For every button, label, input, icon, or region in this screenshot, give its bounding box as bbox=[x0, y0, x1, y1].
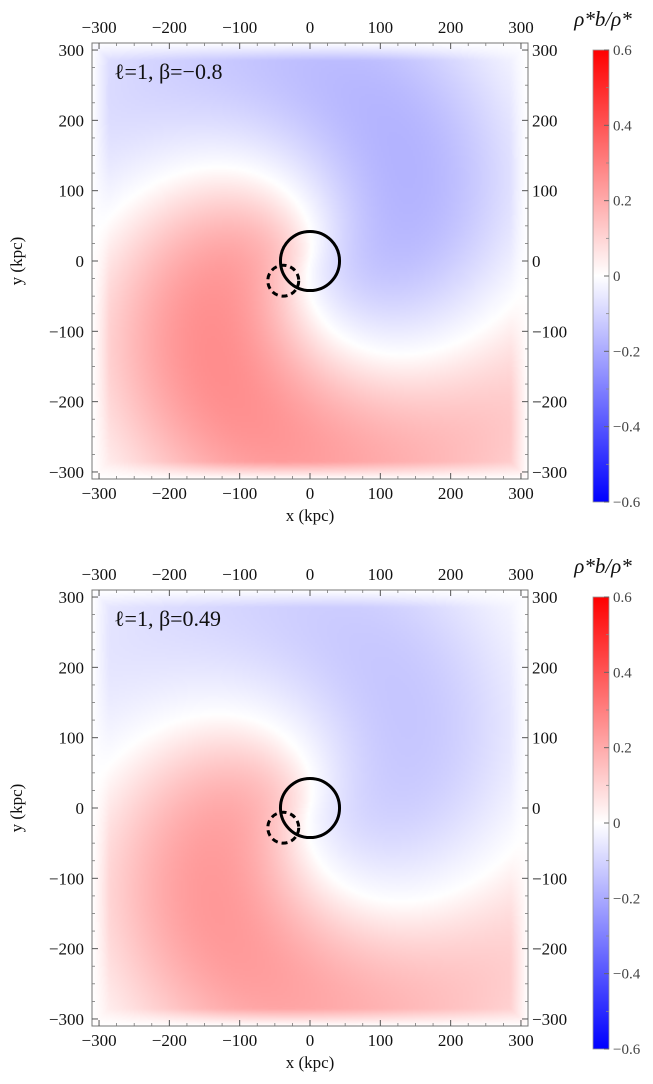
x-tick-label-top: 200 bbox=[438, 18, 464, 37]
y-tick-label-right: 0 bbox=[532, 252, 541, 271]
y-tick-label-right: 200 bbox=[532, 111, 558, 130]
x-tick-label-top: 300 bbox=[508, 18, 534, 37]
density-field bbox=[92, 43, 528, 479]
x-tick-label: 300 bbox=[508, 1031, 534, 1050]
y-tick-label: −200 bbox=[49, 393, 84, 412]
heatmap-panel-2: −300 −300 −300 −300 −200 −200 −200 −200 −100 −100… bbox=[7, 554, 641, 1072]
colorbar-tick-label: −0.6 bbox=[613, 1042, 641, 1058]
x-tick-label-top: 0 bbox=[306, 18, 315, 37]
colorbar: 0.6 0.4 0.2 0 −0.2 −0.4 −0.6 ρ*b/ρ* bbox=[573, 554, 640, 1058]
x-tick-label-top: 300 bbox=[508, 565, 534, 584]
colorbar-tick-label: −0.4 bbox=[613, 967, 641, 983]
x-tick-label: 0 bbox=[306, 484, 315, 503]
y-axis-title: y (kpc) bbox=[7, 784, 26, 833]
y-tick-label-right: −200 bbox=[532, 393, 567, 412]
colorbar-tick-label: 0.2 bbox=[613, 194, 632, 210]
y-axis-title: y (kpc) bbox=[7, 237, 26, 286]
y-tick-label: −300 bbox=[49, 463, 84, 482]
y-tick-label-right: −100 bbox=[532, 869, 567, 888]
x-tick-label: −200 bbox=[152, 1031, 187, 1050]
x-tick-label: 0 bbox=[306, 1031, 315, 1050]
x-tick-label-top: −200 bbox=[152, 18, 187, 37]
y-tick-label-right: −300 bbox=[532, 1010, 567, 1029]
colorbar-title: ρ*b/ρ* bbox=[573, 554, 632, 578]
x-tick-label-top: 100 bbox=[368, 565, 394, 584]
x-tick-label: −200 bbox=[152, 484, 187, 503]
colorbar-tick-label: −0.2 bbox=[613, 891, 640, 907]
y-tick-label-right: 100 bbox=[532, 182, 558, 201]
x-tick-label: 100 bbox=[368, 1031, 394, 1050]
x-axis-title: x (kpc) bbox=[286, 1053, 335, 1072]
y-tick-label: −200 bbox=[49, 940, 84, 959]
colorbar-title: ρ*b/ρ* bbox=[573, 7, 632, 31]
panel-annotation: ℓ=1, β=−0.8 bbox=[114, 59, 222, 84]
x-tick-label-top: −300 bbox=[81, 18, 116, 37]
colorbar-tick-label: −0.2 bbox=[613, 344, 640, 360]
y-tick-label-right: 200 bbox=[532, 658, 558, 677]
y-tick-label: 0 bbox=[76, 252, 85, 271]
colorbar: 0.6 0.4 0.2 0 −0.2 −0.4 −0.6 ρ*b/ρ* bbox=[573, 7, 640, 511]
y-tick-label: 300 bbox=[59, 41, 85, 60]
y-tick-label: −100 bbox=[49, 322, 84, 341]
y-tick-label: 0 bbox=[76, 799, 85, 818]
y-tick-label: −300 bbox=[49, 1010, 84, 1029]
x-tick-label-top: 200 bbox=[438, 565, 464, 584]
x-tick-label: −300 bbox=[81, 1031, 116, 1050]
colorbar-tick-label: 0 bbox=[613, 816, 621, 832]
y-tick-label: −100 bbox=[49, 869, 84, 888]
y-tick-label-right: 0 bbox=[532, 799, 541, 818]
x-tick-label-top: −100 bbox=[222, 565, 257, 584]
y-tick-label: 200 bbox=[59, 111, 85, 130]
panel-annotation: ℓ=1, β=0.49 bbox=[114, 606, 221, 631]
x-axis-title: x (kpc) bbox=[286, 506, 335, 525]
colorbar-tick-label: 0.6 bbox=[613, 590, 632, 606]
y-tick-label: 300 bbox=[59, 588, 85, 607]
x-tick-label-top: −100 bbox=[222, 18, 257, 37]
x-tick-label-top: −200 bbox=[152, 565, 187, 584]
heatmap-panel-1: −300 −300 −300 −300 −200 −200 −200 −200 −100 −100… bbox=[7, 7, 641, 525]
x-tick-label-top: −300 bbox=[81, 565, 116, 584]
y-tick-label-right: 100 bbox=[532, 729, 558, 748]
y-tick-label: 100 bbox=[59, 182, 85, 201]
x-tick-label: −100 bbox=[222, 484, 257, 503]
x-tick-label: 300 bbox=[508, 484, 534, 503]
density-field bbox=[92, 590, 528, 1026]
colorbar-tick-label: 0.2 bbox=[613, 741, 632, 757]
y-tick-label: 100 bbox=[59, 729, 85, 748]
y-tick-label-right: −300 bbox=[532, 463, 567, 482]
x-tick-label: 200 bbox=[438, 1031, 464, 1050]
x-tick-label-top: 100 bbox=[368, 18, 394, 37]
y-tick-label-right: −100 bbox=[532, 322, 567, 341]
y-tick-label-right: 300 bbox=[532, 588, 558, 607]
y-tick-label-right: 300 bbox=[532, 41, 558, 60]
colorbar-tick-label: 0 bbox=[613, 269, 621, 285]
colorbar-tick-label: 0.4 bbox=[613, 118, 632, 134]
x-tick-label-top: 0 bbox=[306, 565, 315, 584]
x-tick-label: 200 bbox=[438, 484, 464, 503]
colorbar-tick-label: −0.6 bbox=[613, 495, 641, 511]
y-tick-label-right: −200 bbox=[532, 940, 567, 959]
colorbar-tick-label: −0.4 bbox=[613, 420, 641, 436]
colorbar-tick-label: 0.6 bbox=[613, 43, 632, 59]
x-tick-label: −100 bbox=[222, 1031, 257, 1050]
y-tick-label: 200 bbox=[59, 658, 85, 677]
x-tick-label: 100 bbox=[368, 484, 394, 503]
x-tick-label: −300 bbox=[81, 484, 116, 503]
colorbar-tick-label: 0.4 bbox=[613, 665, 632, 681]
